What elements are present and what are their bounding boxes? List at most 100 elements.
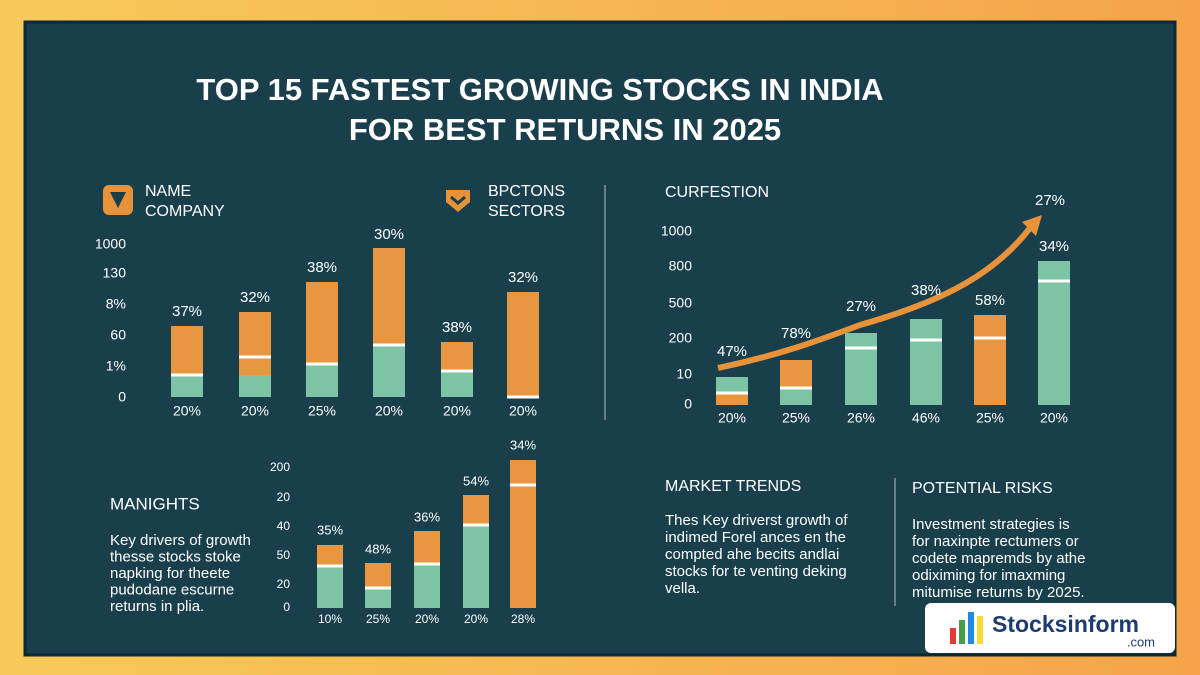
bar-label: 27% — [846, 298, 876, 315]
trend-arrow — [717, 226, 1033, 371]
y-tick-label: 130 — [103, 265, 127, 281]
bar-segment — [910, 319, 942, 405]
section-title: MARKET TRENDS — [665, 478, 801, 495]
bar-label: 78% — [781, 325, 811, 342]
bar-label: 48% — [365, 541, 391, 556]
y-tick-label: 10 — [676, 366, 692, 382]
bar-label: 47% — [717, 343, 747, 360]
bar-segment — [780, 388, 812, 405]
bar-segment — [306, 282, 338, 364]
y-tick-label: 800 — [669, 258, 693, 274]
bar-label: 58% — [975, 292, 1005, 309]
y-tick-label: 40 — [277, 519, 291, 533]
section-title: MANIGHTS — [110, 494, 200, 513]
body-text: codete mapremds by athe — [912, 550, 1085, 567]
bar-divider — [910, 338, 942, 342]
x-tick-label: 20% — [509, 403, 537, 419]
title: TOP 15 FASTEST GROWING STOCKS IN INDIA — [196, 72, 883, 107]
body-text: stocks for te venting deking — [665, 563, 847, 580]
bar-label: 36% — [414, 509, 440, 524]
y-tick-label: 200 — [270, 460, 290, 474]
bar-divider — [716, 391, 748, 395]
bar-label: 38% — [911, 282, 941, 299]
bar-divider — [845, 346, 877, 350]
y-tick-label: 20 — [277, 577, 291, 591]
bar-divider — [414, 562, 440, 566]
y-tick-label: 0 — [283, 600, 290, 614]
bar-segment — [463, 495, 489, 525]
legend-label: COMPANY — [145, 203, 225, 220]
bar-divider — [507, 395, 539, 399]
y-tick-label: 20 — [277, 490, 291, 504]
body-text: returns in plia. — [110, 598, 204, 615]
bar-divider — [365, 586, 391, 590]
x-tick-label: 20% — [241, 403, 269, 419]
bar-segment — [463, 525, 489, 608]
legend-label: NAME — [145, 183, 191, 200]
bar-segment — [171, 375, 203, 397]
body-text: napking for theete — [110, 565, 230, 582]
body-text: mitumise returns by 2025. — [912, 584, 1085, 601]
bar-segment — [845, 333, 877, 405]
bar-divider — [239, 355, 271, 359]
legend-label: BPCTONS — [488, 183, 565, 200]
body-text: Key drivers of growth — [110, 532, 251, 549]
bar-segment — [716, 377, 748, 393]
body-text: Thes Key driverst growth of — [665, 512, 848, 529]
trend-arrowhead — [1022, 215, 1042, 236]
x-tick-label: 20% — [464, 612, 488, 626]
legend-icon — [103, 185, 133, 215]
body-text: thesse stocks stoke — [110, 548, 241, 565]
body-text: pudodane escurne — [110, 581, 234, 598]
bar-segment — [239, 375, 271, 397]
body-text: odiximing for imaxming — [912, 567, 1065, 584]
bar-label: 37% — [172, 303, 202, 320]
bar-label: 54% — [463, 473, 489, 488]
legend-icon — [446, 190, 470, 212]
title: FOR BEST RETURNS IN 2025 — [349, 112, 781, 147]
bar-segment — [507, 292, 539, 397]
bar-segment — [510, 460, 536, 608]
bar-segment — [239, 312, 271, 375]
chart-title: CURFESTION — [665, 184, 769, 201]
y-tick-label: 1% — [106, 358, 126, 374]
bar-label: 35% — [317, 522, 343, 537]
y-tick-label: 0 — [684, 396, 692, 412]
bar-divider — [510, 483, 536, 487]
y-tick-label: 1000 — [95, 236, 126, 252]
bar-label: 38% — [442, 319, 472, 336]
bar-segment — [441, 342, 473, 371]
bar-divider — [171, 373, 203, 377]
x-tick-label: 20% — [443, 403, 471, 419]
logo-icon — [950, 612, 983, 644]
bar-divider — [441, 369, 473, 373]
y-tick-label: 200 — [669, 330, 693, 346]
bar-divider — [317, 564, 343, 568]
y-tick-label: 500 — [669, 295, 693, 311]
x-tick-label: 20% — [415, 612, 439, 626]
bar-label: 32% — [240, 289, 270, 306]
bar-label: 38% — [307, 259, 337, 276]
bar-label: 34% — [510, 437, 536, 452]
logo-box — [925, 603, 1175, 653]
y-tick-label: 60 — [110, 327, 126, 343]
x-tick-label: 25% — [366, 612, 390, 626]
bar-divider — [1038, 279, 1070, 283]
bar-segment — [365, 563, 391, 588]
x-tick-label: 46% — [912, 410, 940, 426]
bar-segment — [441, 371, 473, 397]
bar-label: 34% — [1039, 238, 1069, 255]
bar-segment — [780, 360, 812, 388]
x-tick-label: 28% — [511, 612, 535, 626]
bar-label: 32% — [508, 269, 538, 286]
x-tick-label: 20% — [173, 403, 201, 419]
bar-segment — [317, 566, 343, 608]
bar-label: 30% — [374, 226, 404, 243]
x-tick-label: 20% — [375, 403, 403, 419]
bar-divider — [463, 523, 489, 527]
x-tick-label: 25% — [976, 410, 1004, 426]
x-tick-label: 25% — [308, 403, 336, 419]
y-tick-label: 0 — [118, 389, 126, 405]
bar-segment — [974, 315, 1006, 405]
